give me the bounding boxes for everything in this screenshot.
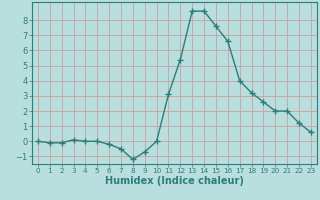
- X-axis label: Humidex (Indice chaleur): Humidex (Indice chaleur): [105, 176, 244, 186]
